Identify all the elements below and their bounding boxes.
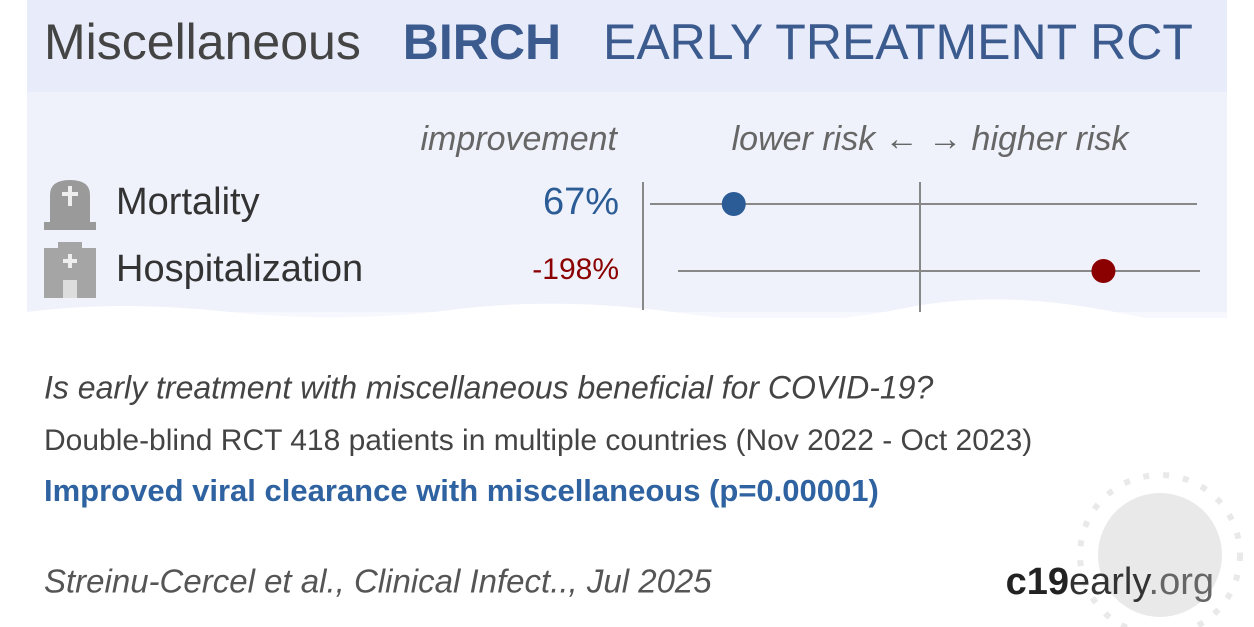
tombstone-icon — [44, 180, 96, 230]
question: Is early treatment with miscellaneous be… — [44, 369, 933, 405]
lower-band — [27, 318, 1227, 627]
header-band — [27, 0, 1227, 92]
improvement-label: improvement — [420, 120, 618, 158]
site-bold: c19 — [1006, 561, 1069, 603]
outcome-value: 67% — [543, 181, 619, 223]
details: Double-blind RCT 418 patients in multipl… — [44, 424, 1032, 457]
virus-icon — [1077, 472, 1243, 627]
citation: Streinu-Cercel et al., Clinical Infect..… — [44, 563, 712, 600]
result: Improved viral clearance with miscellane… — [44, 473, 879, 508]
design: EARLY TREATMENT RCT — [603, 14, 1193, 70]
direction-label: lower risk ← → higher risk — [732, 120, 1131, 158]
trial: BIRCH — [403, 14, 561, 70]
treatment: Miscellaneous — [44, 14, 361, 70]
site-mid: early — [1069, 561, 1151, 603]
plot-band — [27, 92, 1227, 312]
outcome-value: -198% — [532, 253, 619, 286]
outcome-name: Hospitalization — [116, 248, 363, 290]
outcome-dot — [1091, 259, 1116, 283]
site-end: .org — [1149, 561, 1214, 603]
site: c19early.org — [1006, 561, 1214, 603]
outcome-dot — [721, 192, 746, 216]
outcome-name: Mortality — [116, 181, 260, 223]
hospital-icon — [44, 242, 96, 298]
header-title: Miscellaneous BIRCH EARLY TREATMENT RCT — [44, 14, 1193, 70]
